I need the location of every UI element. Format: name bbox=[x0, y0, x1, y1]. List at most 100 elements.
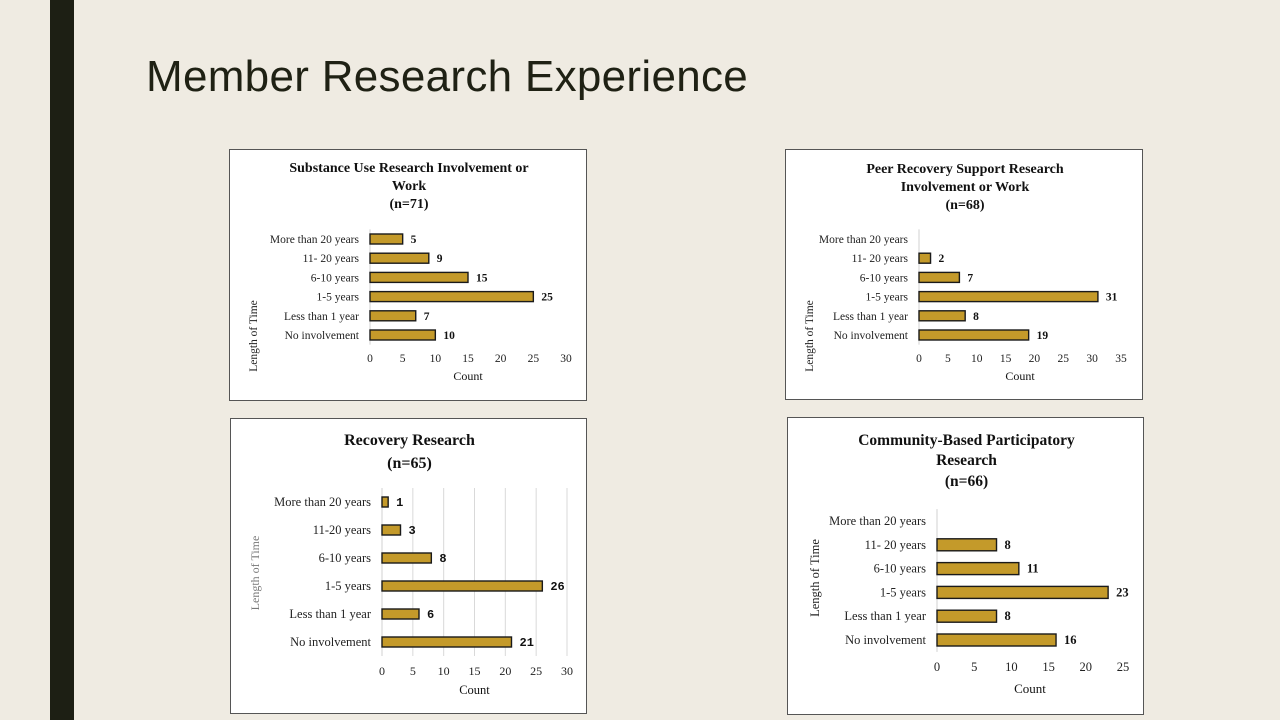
x-tick-label: 15 bbox=[469, 664, 481, 678]
data-label: 8 bbox=[439, 552, 446, 566]
chart-community-based-participatory-research: Community-Based Participatory Research (n=… bbox=[787, 417, 1144, 715]
category-label: 1-5 years bbox=[880, 585, 926, 599]
data-label: 9 bbox=[437, 253, 443, 265]
data-label: 23 bbox=[1116, 585, 1129, 599]
category-label: No involvement bbox=[834, 330, 909, 342]
x-tick-label: 30 bbox=[1086, 353, 1098, 365]
bar bbox=[381, 636, 513, 648]
x-tick-label: 0 bbox=[934, 660, 940, 674]
chart-title-line: (n=66) bbox=[945, 473, 988, 490]
category-label: No involvement bbox=[845, 633, 926, 647]
data-label: 2 bbox=[939, 253, 945, 265]
chart-title-line: Involvement or Work bbox=[901, 180, 1030, 195]
x-tick-label: 25 bbox=[528, 353, 540, 365]
bar bbox=[369, 233, 404, 245]
bar bbox=[936, 609, 998, 623]
bar bbox=[936, 561, 1020, 576]
data-label: 7 bbox=[967, 272, 973, 284]
category-label: Less than 1 year bbox=[833, 311, 908, 323]
x-tick-label: 10 bbox=[430, 353, 442, 365]
category-label: 6-10 years bbox=[319, 551, 372, 565]
chart-title-line: (n=71) bbox=[389, 197, 428, 212]
x-tick-label: 5 bbox=[400, 353, 406, 365]
category-label: More than 20 years bbox=[829, 514, 926, 528]
x-tick-label: 35 bbox=[1115, 353, 1127, 365]
chart-title-line: Peer Recovery Support Research bbox=[866, 162, 1064, 177]
x-axis-label: Count bbox=[453, 369, 483, 383]
y-axis-label: Length of Time bbox=[808, 539, 822, 617]
y-axis-label: Length of Time bbox=[248, 300, 260, 372]
data-label: 26 bbox=[550, 580, 564, 594]
x-tick-label: 5 bbox=[945, 353, 951, 365]
bar bbox=[918, 290, 1099, 303]
bar bbox=[369, 271, 469, 284]
bar bbox=[381, 496, 389, 508]
x-tick-label: 5 bbox=[410, 664, 416, 678]
x-tick-label: 20 bbox=[1029, 353, 1041, 365]
x-tick-label: 25 bbox=[1117, 660, 1130, 674]
bar bbox=[918, 271, 961, 284]
bar bbox=[369, 290, 535, 303]
category-label: Less than 1 year bbox=[844, 609, 926, 623]
bar bbox=[936, 633, 1057, 647]
bar bbox=[918, 329, 1030, 341]
x-tick-label: 20 bbox=[499, 664, 511, 678]
x-tick-label: 0 bbox=[379, 664, 385, 678]
chart-svg: Recovery Research (n=65) More than 20 year… bbox=[248, 432, 573, 697]
category-label: More than 20 years bbox=[270, 234, 360, 246]
category-label: 11- 20 years bbox=[852, 253, 909, 265]
category-label: 1-5 years bbox=[866, 292, 909, 304]
x-tick-label: 20 bbox=[495, 353, 507, 365]
data-label: 8 bbox=[1005, 538, 1011, 552]
data-label: 7 bbox=[424, 311, 430, 323]
bar bbox=[381, 608, 420, 620]
x-tick-label: 30 bbox=[561, 664, 573, 678]
x-tick-label: 0 bbox=[916, 353, 922, 365]
data-label: 31 bbox=[1106, 292, 1118, 304]
chart-peer-recovery-support-research: Peer Recovery Support Research Involvemen… bbox=[785, 149, 1143, 400]
x-tick-label: 15 bbox=[1042, 660, 1055, 674]
chart-recovery-research: Recovery Research (n=65) More than 20 year… bbox=[230, 418, 587, 714]
x-tick-label: 10 bbox=[971, 353, 983, 365]
x-tick-label: 25 bbox=[1058, 353, 1070, 365]
data-label: 3 bbox=[409, 524, 416, 538]
bar bbox=[936, 538, 998, 552]
bar bbox=[381, 524, 402, 536]
data-label: 1 bbox=[396, 496, 403, 510]
category-label: 11- 20 years bbox=[865, 538, 926, 552]
bar bbox=[918, 310, 966, 322]
y-axis-label: Length of Time bbox=[248, 536, 262, 611]
category-label: 1-5 years bbox=[317, 292, 360, 304]
category-label: 11-20 years bbox=[313, 523, 371, 537]
x-tick-label: 15 bbox=[462, 353, 474, 365]
x-tick-label: 25 bbox=[530, 664, 542, 678]
x-tick-label: 20 bbox=[1080, 660, 1093, 674]
data-label: 10 bbox=[443, 330, 455, 342]
bar bbox=[369, 329, 437, 341]
category-label: 1-5 years bbox=[325, 579, 371, 593]
x-axis-label: Count bbox=[459, 683, 490, 697]
data-label: 25 bbox=[541, 292, 553, 304]
data-label: 15 bbox=[476, 272, 488, 284]
data-label: 21 bbox=[520, 636, 534, 650]
chart-svg: Peer Recovery Support Research Involvemen… bbox=[804, 162, 1127, 383]
x-tick-label: 15 bbox=[1000, 353, 1012, 365]
data-label: 19 bbox=[1037, 330, 1049, 342]
x-tick-label: 5 bbox=[971, 660, 977, 674]
data-label: 16 bbox=[1064, 633, 1077, 647]
bar bbox=[918, 252, 932, 264]
x-tick-label: 10 bbox=[1005, 660, 1018, 674]
x-tick-label: 10 bbox=[438, 664, 450, 678]
data-label: 6 bbox=[427, 608, 434, 622]
chart-title-line: Substance Use Research Involvement or bbox=[289, 161, 528, 176]
category-label: 6-10 years bbox=[860, 272, 909, 284]
x-tick-label: 0 bbox=[367, 353, 373, 365]
chart-svg: Substance Use Research Involvement or Wor… bbox=[248, 161, 572, 383]
bar bbox=[369, 252, 430, 264]
slide-title: Member Research Experience bbox=[146, 52, 749, 101]
category-label: More than 20 years bbox=[274, 495, 371, 509]
chart-title-line: Work bbox=[392, 179, 426, 194]
y-axis-label: Length of Time bbox=[804, 300, 816, 372]
category-label: 11- 20 years bbox=[303, 253, 360, 265]
category-label: Less than 1 year bbox=[289, 607, 371, 621]
